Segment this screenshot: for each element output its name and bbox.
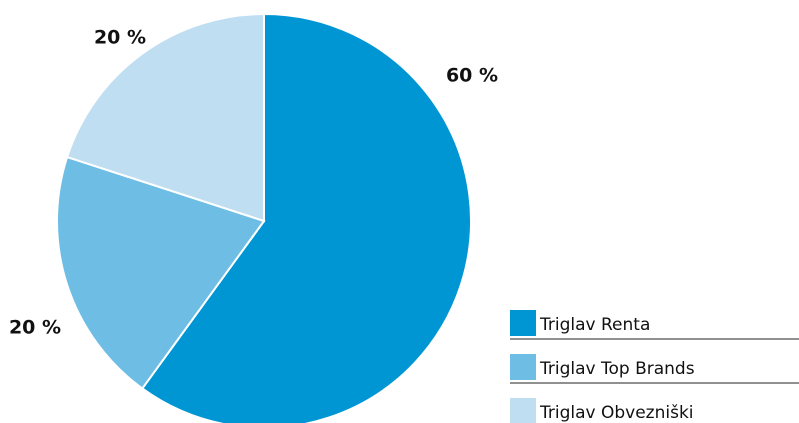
legend-label: Triglav Renta xyxy=(539,315,650,335)
legend-swatch xyxy=(510,310,536,336)
legend-swatch xyxy=(510,398,536,423)
pie-slice xyxy=(65,12,265,223)
value-label: 20 % xyxy=(94,27,146,49)
legend-swatch xyxy=(510,354,536,380)
legend-label: Triglav Top Brands xyxy=(539,359,695,379)
pie-slice xyxy=(56,155,266,390)
pie-slice xyxy=(140,12,472,423)
legend-label: Triglav Obvezniški xyxy=(539,403,694,423)
value-label: 60 % xyxy=(446,65,498,87)
value-label: 20 % xyxy=(9,317,61,339)
